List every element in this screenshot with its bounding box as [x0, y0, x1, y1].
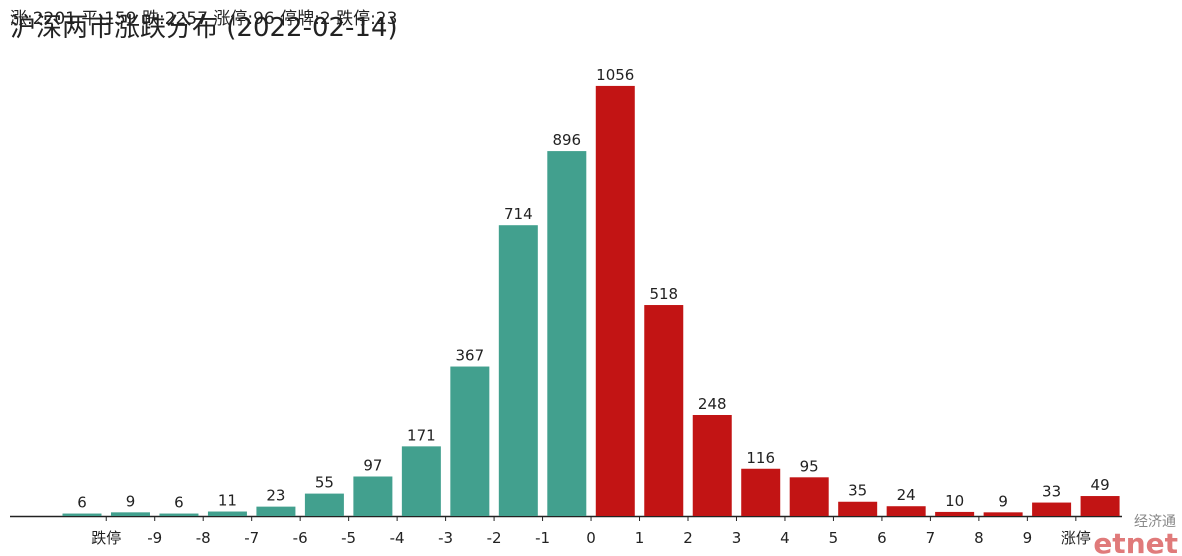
data-label: 55 — [315, 474, 334, 492]
data-label: 248 — [698, 395, 727, 413]
x-tick-label: -6 — [293, 529, 308, 547]
data-label: 24 — [897, 486, 916, 504]
bar — [401, 446, 441, 516]
x-tick-label: 2 — [683, 529, 693, 547]
data-label: 23 — [266, 487, 285, 505]
bar — [595, 85, 635, 517]
bar — [644, 305, 684, 516]
x-tick-label: 0 — [586, 529, 596, 547]
x-tick-label: 6 — [877, 529, 887, 547]
bar — [498, 225, 538, 516]
x-tick-label: -1 — [535, 529, 550, 547]
data-label: 367 — [456, 347, 485, 365]
subtitle: 涨:2201 平:159 跌:2257 涨停:96 停牌:2 跌停:23 — [10, 9, 397, 29]
data-label: 97 — [363, 456, 382, 474]
chart-title: 沪深两市涨跌分布 (2022-02-14) — [10, 13, 398, 43]
data-label: 11 — [218, 492, 237, 510]
watermark-logo: etnet — [1093, 527, 1178, 556]
x-tick-label: -3 — [438, 529, 453, 547]
bar — [450, 366, 490, 516]
bar — [789, 477, 829, 516]
bar — [159, 513, 199, 516]
bar — [838, 501, 878, 516]
data-label: 6 — [174, 494, 184, 512]
bar — [1032, 502, 1072, 516]
data-label: 9 — [126, 492, 136, 510]
x-tick-label: 7 — [926, 529, 936, 547]
bar — [741, 468, 781, 516]
x-tick-label: 9 — [1023, 529, 1033, 547]
x-tick-label: 8 — [974, 529, 984, 547]
bar — [256, 506, 296, 516]
x-tick-label: -4 — [390, 529, 405, 547]
data-label: 518 — [649, 285, 678, 303]
data-label: 95 — [800, 457, 819, 475]
data-label: 1056 — [596, 66, 634, 84]
x-tick-label: 4 — [780, 529, 790, 547]
bar — [1080, 496, 1120, 516]
watermark: 经济通 — [1134, 514, 1176, 530]
data-label: 171 — [407, 426, 436, 444]
x-tick-label: -8 — [196, 529, 211, 547]
bar — [110, 512, 150, 516]
bar — [62, 513, 102, 516]
bar — [692, 414, 732, 516]
data-label: 10 — [945, 492, 964, 510]
x-tick-label: -2 — [487, 529, 502, 547]
x-tick-label: 5 — [829, 529, 839, 547]
data-label: 9 — [998, 492, 1008, 510]
data-label: 116 — [746, 449, 775, 467]
data-label: 896 — [552, 131, 581, 149]
x-tick-label: -5 — [341, 529, 356, 547]
bar — [886, 506, 926, 516]
data-label: 6 — [77, 494, 87, 512]
x-tick-label: 跌停 — [91, 529, 121, 547]
bar — [304, 493, 344, 516]
data-label: 33 — [1042, 483, 1061, 501]
x-tick-label: -7 — [244, 529, 259, 547]
data-label: 35 — [848, 482, 867, 500]
bar — [353, 476, 393, 516]
bar — [983, 512, 1023, 516]
x-tick-label: 涨停 — [1061, 529, 1091, 547]
x-tick-label: -9 — [147, 529, 162, 547]
x-tick-label: 1 — [635, 529, 645, 547]
bar — [207, 511, 247, 516]
data-label: 714 — [504, 205, 533, 223]
bar — [547, 151, 587, 517]
bar — [935, 511, 975, 516]
data-label: 49 — [1091, 476, 1110, 494]
x-tick-label: 3 — [732, 529, 742, 547]
